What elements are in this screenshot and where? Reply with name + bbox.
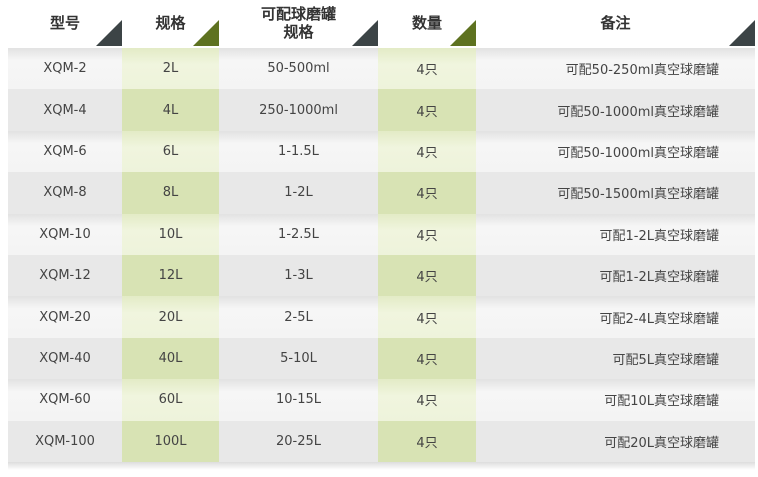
table-row: XQM-8 8L 1-2L 4只 可配50-1500ml真空球磨罐 [8, 172, 755, 214]
cell-jar-spec: 1-2L [284, 185, 313, 201]
cell-quantity: 4只 [378, 379, 476, 421]
header-quantity: 数量 [378, 0, 476, 46]
table-row: XQM-6 6L 1-1.5L 4只 可配50-1000ml真空球磨罐 [8, 130, 755, 173]
table-row: XQM-2 2L 50-500ml 4只 可配50-250ml真空球磨罐 [8, 48, 755, 90]
cell-model: XQM-20 [39, 309, 91, 325]
cell-remarks: 可配50-1000ml真空球磨罐 [557, 145, 719, 161]
cell-spec: 2L [122, 48, 219, 90]
header-label: 数量 [411, 14, 442, 32]
cell-jar-spec: 1-3L [284, 268, 313, 284]
cell-remarks: 可配50-1000ml真空球磨罐 [557, 104, 719, 120]
cell-remarks: 可配2-4L真空球磨罐 [599, 311, 719, 327]
cell-model: XQM-10 [39, 226, 91, 242]
cell-model: XQM-40 [39, 350, 91, 366]
table-row: XQM-100 100L 20-25L 4只 可配20L真空球磨罐 [8, 420, 755, 462]
cell-remarks: 可配1-2L真空球磨罐 [599, 228, 719, 244]
table-row: XQM-12 12L 1-3L 4只 可配1-2L真空球磨罐 [8, 254, 755, 297]
cell-spec: 4L [122, 89, 219, 131]
corner-triangle-icon [193, 20, 219, 46]
cell-remarks: 可配10L真空球磨罐 [604, 394, 719, 410]
cell-model: XQM-60 [39, 392, 91, 408]
cell-remarks: 可配20L真空球磨罐 [604, 435, 719, 451]
cell-model: XQM-2 [43, 61, 87, 77]
table-row: XQM-60 60L 10-15L 4只 可配10L真空球磨罐 [8, 379, 755, 421]
cell-quantity: 4只 [378, 130, 476, 173]
cell-spec: 10L [122, 213, 219, 255]
header-label: 型号 [49, 14, 80, 32]
cell-model: XQM-8 [43, 185, 87, 201]
header-label: 规格 [155, 14, 186, 32]
header-model: 型号 [8, 0, 122, 46]
corner-triangle-icon [450, 20, 476, 46]
cell-model: XQM-6 [43, 143, 87, 159]
table-row: XQM-20 20L 2-5L 4只 可配2-4L真空球磨罐 [8, 296, 755, 338]
header-jar-spec: 可配球磨罐 规格 [219, 0, 378, 46]
cell-quantity: 4只 [378, 89, 476, 131]
cell-spec: 8L [122, 172, 219, 214]
table-row: XQM-4 4L 250-1000ml 4只 可配50-1000ml真空球磨罐 [8, 89, 755, 131]
table-shadow [8, 462, 755, 470]
table-row: XQM-10 10L 1-2.5L 4只 可配1-2L真空球磨罐 [8, 213, 755, 255]
cell-remarks: 可配5L真空球磨罐 [612, 352, 719, 368]
cell-remarks: 可配50-250ml真空球磨罐 [565, 63, 719, 79]
header-label: 备注 [600, 14, 631, 32]
cell-spec: 6L [122, 130, 219, 173]
header-label: 可配球磨罐 规格 [260, 5, 336, 41]
cell-spec: 20L [122, 296, 219, 338]
cell-quantity: 4只 [378, 213, 476, 255]
corner-triangle-icon [352, 20, 378, 46]
cell-quantity: 4只 [378, 172, 476, 214]
cell-jar-spec: 250-1000ml [259, 102, 338, 118]
cell-model: XQM-100 [35, 433, 95, 449]
cell-quantity: 4只 [378, 254, 476, 297]
cell-quantity: 4只 [378, 420, 476, 462]
cell-model: XQM-4 [43, 102, 87, 118]
cell-spec: 100L [122, 420, 219, 462]
table-row: XQM-40 40L 5-10L 4只 可配5L真空球磨罐 [8, 337, 755, 380]
corner-triangle-icon [729, 20, 755, 46]
cell-remarks: 可配50-1500ml真空球磨罐 [557, 187, 719, 203]
cell-quantity: 4只 [378, 48, 476, 90]
cell-jar-spec: 5-10L [280, 350, 317, 366]
cell-spec: 40L [122, 337, 219, 380]
cell-model: XQM-12 [39, 268, 91, 284]
header-remarks: 备注 [476, 0, 755, 46]
cell-spec: 12L [122, 254, 219, 297]
cell-remarks: 可配1-2L真空球磨罐 [599, 270, 719, 286]
header-spec: 规格 [122, 0, 219, 46]
cell-jar-spec: 50-500ml [267, 61, 330, 77]
cell-jar-spec: 2-5L [284, 309, 313, 325]
cell-jar-spec: 1-2.5L [278, 226, 319, 242]
cell-jar-spec: 20-25L [275, 433, 322, 449]
cell-jar-spec: 10-15L [275, 392, 322, 408]
corner-triangle-icon [96, 20, 122, 46]
cell-quantity: 4只 [378, 337, 476, 380]
cell-jar-spec: 1-1.5L [278, 143, 319, 159]
cell-spec: 60L [122, 379, 219, 421]
cell-quantity: 4只 [378, 296, 476, 338]
table-body: XQM-2 2L 50-500ml 4只 可配50-250ml真空球磨罐 XQM-4 4L 2… [8, 48, 755, 462]
